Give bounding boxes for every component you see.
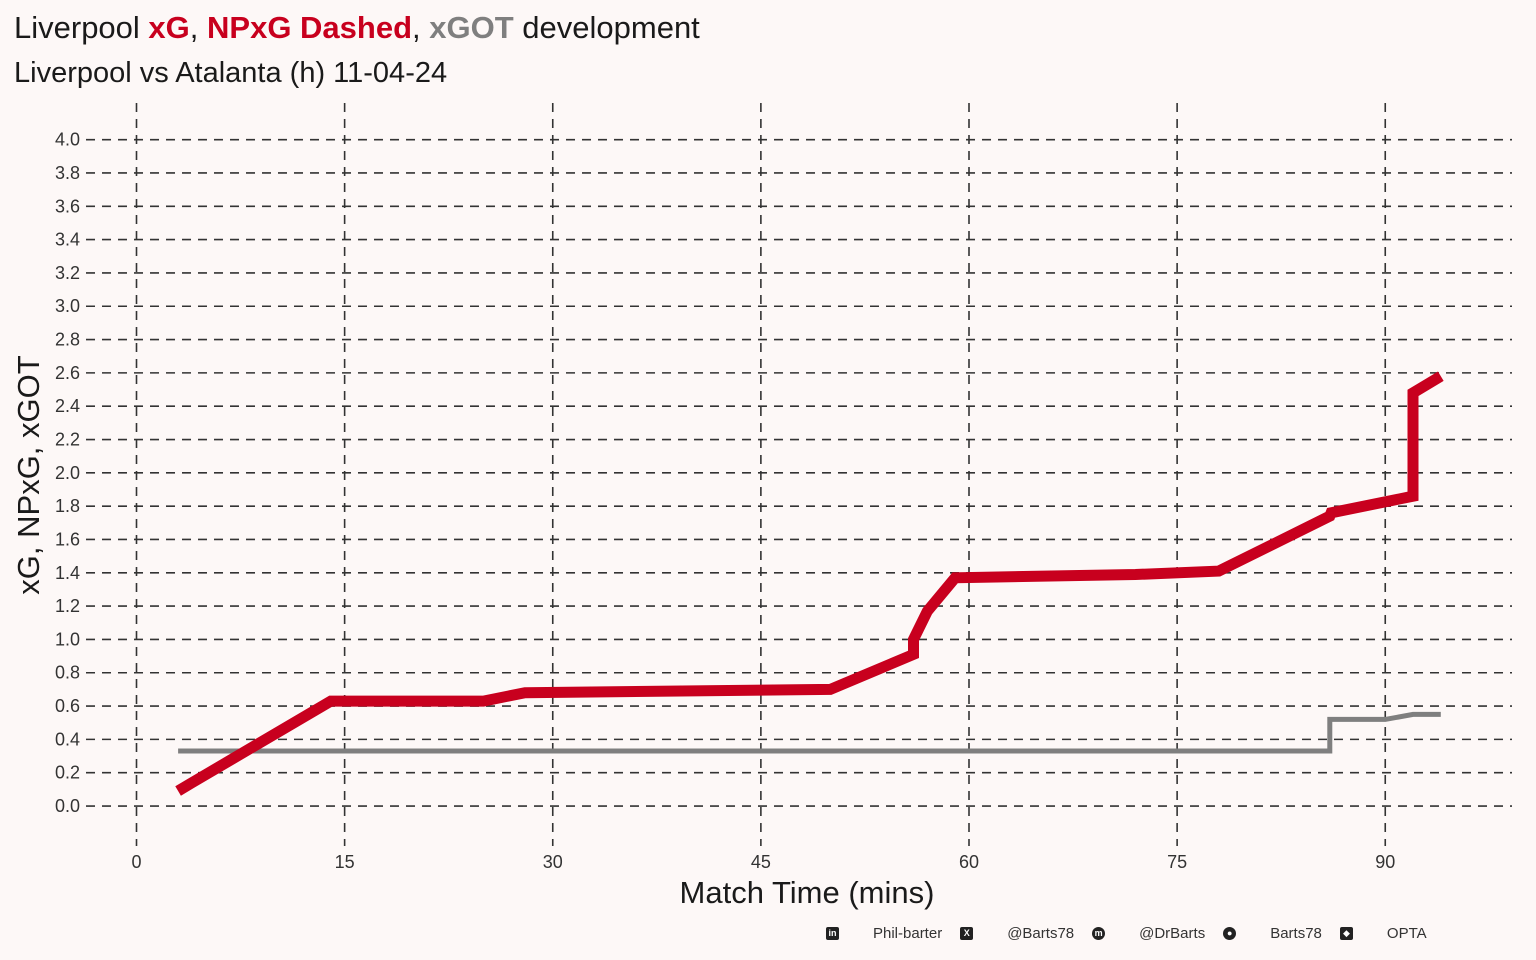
y-tick-label: 3.6 [55,196,80,216]
title-npxg: NPxG Dashed [207,10,413,45]
y-tick-label: 2.0 [55,463,80,483]
x-tick-label: 30 [543,852,563,872]
series-line-xg [175,371,1444,796]
x-tick-label: 60 [959,852,979,872]
y-tick-label: 3.0 [55,296,80,316]
credit-label: Barts78 [1270,925,1322,942]
x-axis-label: Match Time (mins) [680,875,935,910]
y-tick-label: 1.0 [55,629,80,649]
y-tick-label: 3.2 [55,263,80,283]
credit-item: X @Barts78 [960,925,1092,942]
y-tick-label: 2.8 [55,330,80,350]
y-tick-label: 4.0 [55,130,80,150]
x-tick-label: 90 [1375,852,1395,872]
y-tick-label: 1.6 [55,529,80,549]
github-icon: ● [1223,927,1237,940]
y-tick-label: 1.8 [55,496,80,516]
linkedin-icon: in [826,927,839,940]
y-tick-label: 0.6 [55,696,80,716]
x-icon: X [960,927,974,940]
credit-item: m @DrBarts [1092,925,1223,942]
title-xgot: xGOT [429,10,514,45]
credit-item: ◆ OPTA [1339,925,1445,942]
credits-footer: in Phil-barter X @Barts78 m @DrBarts ● Barts78 ◆… [826,925,1445,942]
y-tick-label: 1.4 [55,563,80,583]
credit-label: @DrBarts [1139,925,1206,942]
series-line-xgot [178,711,1441,754]
title-suffix: development [513,10,700,45]
y-tick-label: 0.2 [55,763,80,783]
y-tick-label: 2.4 [55,396,80,416]
grid-lines [86,103,1512,846]
title-sep-2: , [412,10,430,45]
credit-label: Phil-barter [873,925,943,942]
y-tick-label: 3.4 [55,230,80,250]
y-tick-label: 3.8 [55,163,80,183]
x-tick-label: 45 [751,852,771,872]
y-tick-label: 0.8 [55,663,80,683]
y-tick-label: 0.0 [55,796,80,816]
mastodon-icon: m [1092,927,1106,940]
x-tick-label: 75 [1167,852,1187,872]
y-axis-label: xG, NPxG, xGOT [11,355,46,594]
x-tick-label: 0 [131,852,141,872]
y-tick-label: 0.4 [55,729,80,749]
y-tick-labels: 0.0 0.2 0.4 0.6 0.8 1.0 1.2 1.4 1.6 1.8 2.0 2.2 2.4 2… [55,130,80,816]
credit-item: in Phil-barter [826,925,960,942]
x-tick-label: 15 [335,852,355,872]
x-tick-labels: 0 15 30 45 60 75 90 [131,852,1395,872]
y-tick-label: 2.6 [55,363,80,383]
chart-subtitle: Liverpool vs Atalanta (h) 11-04-24 [14,57,448,89]
title-prefix: Liverpool [14,10,149,45]
credit-label: OPTA [1386,925,1427,942]
series-lines [175,371,1444,796]
credit-label: @Barts78 [1007,925,1075,942]
title-xg: xG [148,10,190,45]
chart-title: Liverpool xG, NPxG Dashed, xGOT developm… [14,10,700,46]
y-tick-label: 2.2 [55,430,80,450]
y-tick-label: 1.2 [55,596,80,616]
title-sep-1: , [189,10,208,45]
dropbox-icon: ◆ [1339,927,1353,940]
credit-item: ● Barts78 [1223,925,1340,942]
